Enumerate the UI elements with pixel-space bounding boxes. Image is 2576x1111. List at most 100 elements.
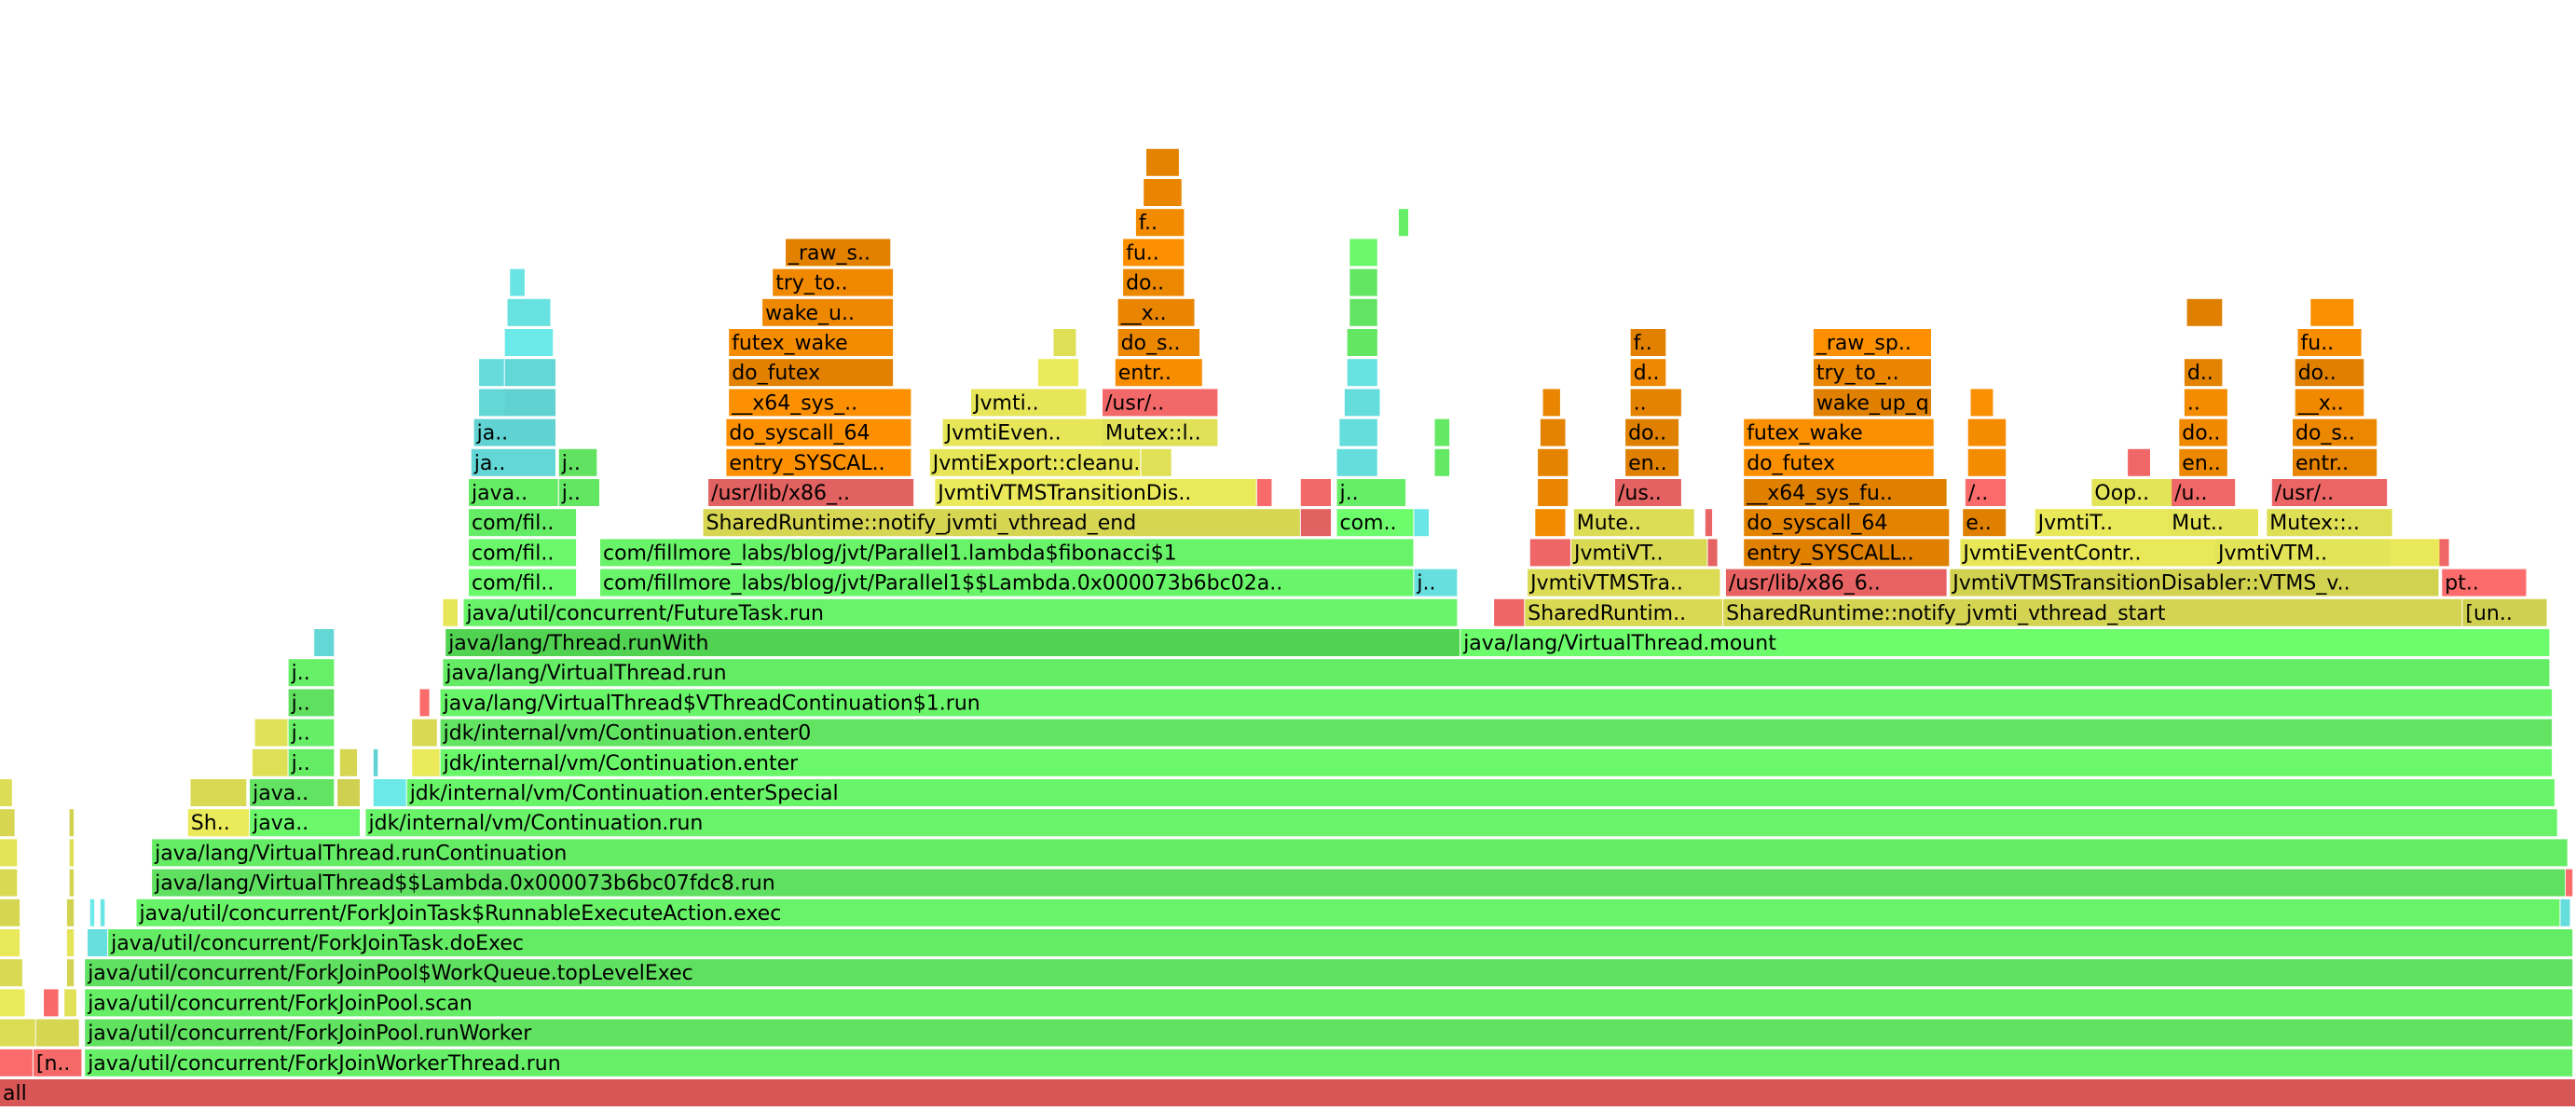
flame-frame-bar[interactable] [0,989,25,1017]
flame-frame[interactable]: _raw_s.._raw_s.. [786,239,891,267]
flame-frame[interactable]: j.. [337,779,360,806]
flame-frame-bar[interactable] [507,298,551,326]
flame-frame-bar[interactable] [136,898,2560,926]
flame-frame-bar[interactable] [314,629,335,656]
flame-frame-bar[interactable] [2295,359,2364,387]
flame-frame[interactable]: j.. [510,268,525,296]
flame-frame-bar[interactable] [1967,418,2007,446]
flame-frame[interactable]: [n.. [0,809,15,837]
flame-frame-bar[interactable] [1117,298,1195,326]
flame-frame-bar[interactable] [1538,448,1569,476]
flame-frame-bar[interactable] [1256,479,1272,506]
flame-frame-bar[interactable] [762,298,894,326]
flame-frame-bar[interactable] [1965,479,2007,506]
flame-frame[interactable]: .. [1705,509,1713,537]
flame-frame[interactable]: JvmtiVTMSTransitionDisabler::VTMS_vthrea… [1528,569,1720,597]
flame-frame[interactable]: d.. [1967,418,2007,446]
flame-frame-bar[interactable] [1053,329,1076,356]
flame-frame-bar[interactable] [2293,418,2377,446]
flame-frame[interactable]: JvmtiVTMSTransitionDisabler JvmtiVT.. [1571,539,1707,567]
flame-frame[interactable]: jdk/internal/vm/Continuation.run jdk/inte… [365,809,2557,837]
flame-frame-bar[interactable] [1542,389,1560,417]
flame-frame-bar[interactable] [1141,448,1172,476]
flame-frame[interactable]: .. [1146,148,1179,176]
flame-frame[interactable]: j.. [1336,448,1377,476]
flame-frame-bar[interactable] [288,659,335,687]
flame-frame[interactable]: java/util/concurrent/ForkJoinTask$Runnab… [136,898,2560,926]
flame-frame-bar[interactable] [1535,509,1566,537]
flame-frame[interactable]: j.. [504,329,554,356]
flame-frame-bar[interactable] [88,929,108,956]
flame-frame[interactable]: wake_u..wake_u.. [762,298,894,326]
flame-frame[interactable]: e.. [1542,389,1560,417]
flame-frame-bar[interactable] [250,809,360,837]
flame-frame-bar[interactable] [288,748,335,776]
flame-frame-bar[interactable] [2184,359,2223,387]
flame-frame-bar[interactable] [2267,509,2392,537]
flame-frame[interactable]: java/lang/VirtualThread.mount java/lang/V… [1460,629,2550,656]
flame-frame[interactable]: j.. [339,748,358,776]
flame-frame[interactable]: j.. [100,898,105,926]
flame-frame[interactable]: [n..[n.. [33,1049,82,1077]
flame-frame-bar[interactable] [1528,569,1720,597]
flame-frame[interactable]: /usr/lib/x86_64-linux-gnu/libc.so.6/u.. [2172,479,2236,506]
flame-frame[interactable]: jdk/internal/vm/Continuation.enter jdk/in… [440,748,2553,776]
flame-frame-bar[interactable] [1540,418,1566,446]
flame-frame-bar[interactable] [1135,209,1185,237]
flame-frame[interactable]: j.. [479,359,504,387]
flame-frame[interactable]: JvmtiVTMSTransitionDisabler JvmtiVTMSTran… [935,479,1256,506]
flame-frame[interactable]: j.. [314,629,335,656]
flame-frame[interactable]: J.. [1037,359,1079,387]
flame-frame-bar[interactable] [510,268,525,296]
flame-frame-bar[interactable] [152,839,2568,867]
flame-frame[interactable]: do_syscall_64 do_syscall_64 [1744,509,1950,537]
flame-frame[interactable]: J.. [2439,539,2449,567]
flame-frame[interactable]: e.. [1540,418,1566,446]
flame-frame[interactable]: j.. [412,719,437,747]
flame-frame-bar[interactable] [190,779,247,806]
flame-frame-bar[interactable] [1103,418,1218,446]
flame-frame[interactable]: [n.. [0,959,22,987]
flame-frame-bar[interactable] [1146,148,1179,176]
flame-frame-bar[interactable] [0,929,21,956]
flame-frame-bar[interactable] [187,809,250,837]
flame-frame[interactable]: __x64_sys_futex __x64_sys_fu.. [1744,479,1947,506]
flame-frame-bar[interactable] [440,748,2553,776]
flame-frame[interactable]: jdk/internal/vm/Continuation.enterSpecia… [406,779,2555,806]
flame-frame[interactable]: en.. en.. [1625,448,1679,476]
flame-frame[interactable]: Mutex::lock Mutex::.. [2267,509,2392,537]
flame-frame[interactable]: entr.. entr.. [2293,448,2377,476]
flame-frame-bar[interactable] [473,418,555,446]
flame-frame[interactable]: com/fil..com/fil.. [469,509,577,537]
flame-frame-bar[interactable] [1963,509,2007,537]
flame-frame-bar[interactable] [935,479,1256,506]
flame-frame[interactable]: j.. [412,748,440,776]
flame-frame-bar[interactable] [773,268,894,296]
flame-frame-bar[interactable] [0,809,15,837]
flame-frame-bar[interactable] [1625,418,1679,446]
flame-frame[interactable]: futex_wait do_futex [1744,448,1934,476]
flame-frame-bar[interactable] [0,1079,2575,1106]
flame-frame-bar[interactable] [1414,509,1429,537]
flame-frame-bar[interactable] [1300,509,1331,537]
flame-frame[interactable]: j..j.. [288,719,335,747]
flame-frame[interactable]: j..j.. [1336,479,1406,506]
flame-frame[interactable]: j..j.. [288,689,335,717]
flame-frame-bar[interactable] [1970,389,1994,417]
flame-frame[interactable]: do.. do.. [2179,418,2227,446]
flame-frame-bar[interactable] [1123,268,1185,296]
flame-frame[interactable]: Mut.. Mut.. [2169,509,2258,537]
flame-frame-bar[interactable] [2442,569,2527,597]
flame-frame[interactable]: j.. [373,779,406,806]
flame-frame[interactable]: do_s.. do_s.. [1117,329,1199,356]
flame-frame-bar[interactable] [1630,389,1681,417]
flame-frame-bar[interactable] [2310,298,2354,326]
flame-frame-bar[interactable] [1344,389,1380,417]
flame-frame-bar[interactable] [2297,329,2362,356]
flame-frame[interactable]: [n.. [64,989,76,1017]
flame-frame-bar[interactable] [406,779,2555,806]
flame-frame[interactable]: /usr/lib/x86_64-linux-gnu/libc.so.6/usr/… [1103,389,1218,417]
flame-frame[interactable]: j.. [419,689,430,717]
flame-frame[interactable]: pt.. pt.. [2442,569,2527,597]
